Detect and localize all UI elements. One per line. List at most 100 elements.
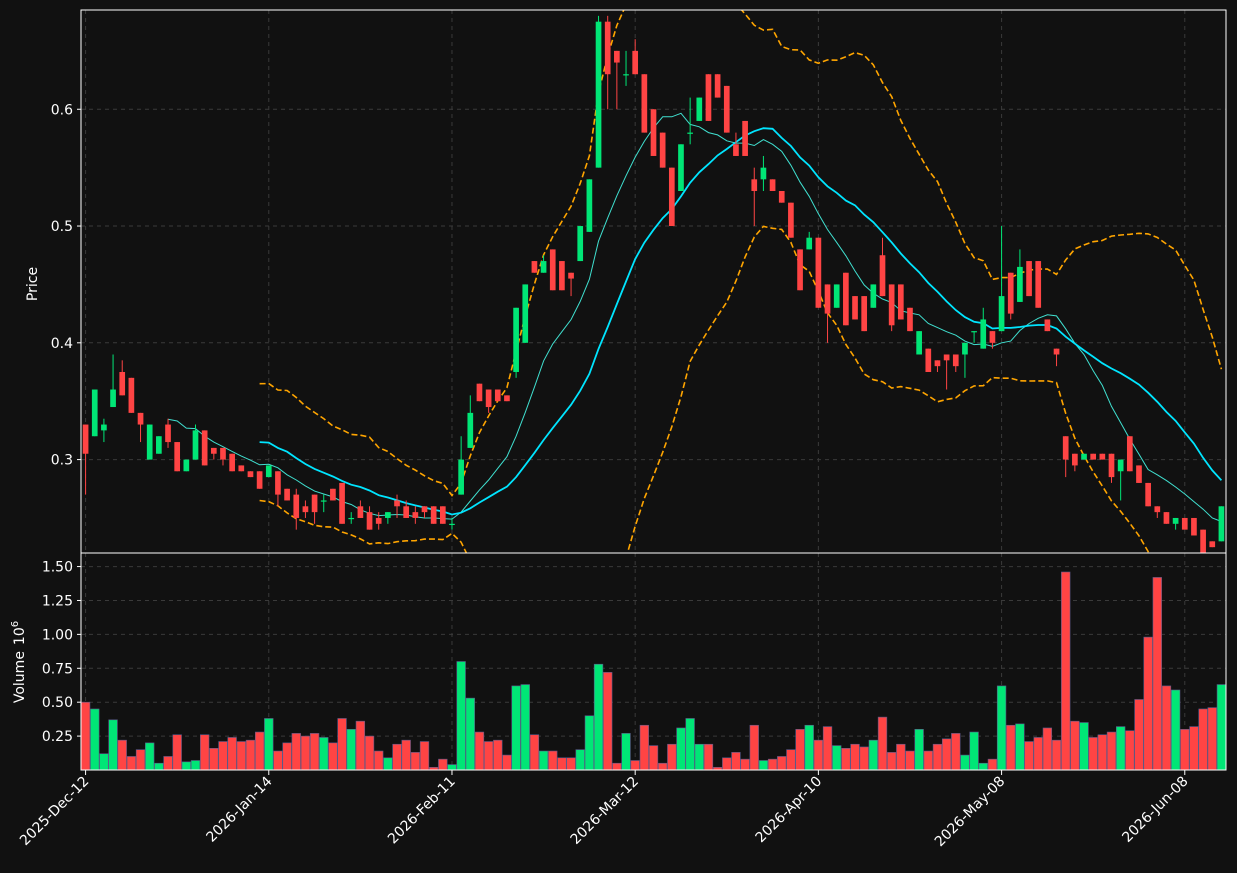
candle-body — [586, 179, 593, 232]
volume-bar — [584, 715, 595, 771]
volume-bar — [914, 729, 924, 771]
candle-body — [339, 482, 345, 524]
volume-bar — [309, 733, 320, 771]
volume-label-exponent: 6 — [10, 621, 21, 627]
candle-body — [311, 494, 318, 513]
candle-body — [1007, 272, 1014, 314]
volume-bar — [90, 708, 100, 771]
candle-body — [1108, 453, 1115, 478]
candle-body — [201, 430, 208, 466]
volume-bar — [694, 743, 704, 771]
candle-body — [815, 237, 822, 308]
candle-body — [256, 471, 263, 489]
volume-bar — [438, 758, 448, 771]
candle-body — [330, 488, 336, 501]
volume-bar — [960, 754, 970, 771]
candle-body — [192, 430, 199, 460]
candle-body — [577, 226, 584, 262]
price-y-axis-label: Price — [25, 267, 41, 301]
candle-body — [971, 331, 977, 333]
volume-bar — [474, 731, 485, 771]
volume-bar — [465, 697, 475, 771]
candle-body — [916, 331, 922, 355]
volume-bar — [145, 742, 155, 771]
volume-tick-label: 0.50 — [42, 695, 73, 711]
candle-body — [476, 383, 483, 402]
candle-body — [91, 389, 98, 437]
volume-bar — [703, 743, 714, 771]
candle-body — [110, 389, 116, 408]
candle-body — [394, 500, 400, 507]
candle-body — [467, 412, 474, 448]
volume-bar — [575, 749, 585, 771]
candle-body — [623, 74, 629, 76]
volume-bar — [1189, 726, 1199, 771]
volume-bar — [932, 743, 943, 771]
volume-bar — [813, 739, 824, 771]
volume-bar — [1015, 723, 1025, 771]
volume-bar — [731, 752, 741, 771]
candle-body — [824, 284, 831, 314]
candle-body — [760, 167, 767, 180]
candle-body — [1090, 453, 1097, 460]
candle-body — [421, 506, 428, 513]
volume-label-text: Volume — [12, 651, 28, 703]
volume-bar — [722, 757, 732, 771]
volume-bar — [767, 758, 778, 771]
volume-bar — [630, 760, 640, 771]
volume-bar — [135, 749, 146, 771]
ma-slow-line — [259, 127, 1223, 516]
volume-bar — [383, 757, 393, 771]
volume-bar — [401, 739, 411, 771]
volume-bar — [923, 750, 933, 771]
volume-bar — [1116, 726, 1126, 771]
volume-bar — [987, 758, 998, 771]
candle-body — [1126, 436, 1133, 472]
candle-body — [247, 471, 254, 478]
candle-body — [531, 261, 538, 273]
volume-bar — [117, 739, 127, 771]
volume-bar — [1051, 739, 1062, 771]
volume-bar — [896, 743, 906, 771]
candle-body — [357, 506, 364, 518]
volume-bar — [364, 735, 375, 771]
volume-bar — [648, 745, 659, 771]
candle-body — [220, 447, 226, 460]
candle-body — [843, 272, 849, 326]
volume-bar — [1180, 729, 1190, 771]
volume-bar — [786, 749, 796, 771]
volume-bar — [676, 727, 686, 771]
volume-bar — [154, 762, 164, 771]
volume-bar — [566, 757, 576, 771]
volume-bar — [80, 701, 91, 771]
volume-bar — [1024, 741, 1034, 771]
candle-body — [641, 74, 648, 133]
volume-bar — [1134, 699, 1144, 771]
volume-bar — [667, 743, 677, 771]
volume-bar — [1033, 737, 1043, 771]
candle-body — [1026, 261, 1032, 297]
volume-bar — [877, 716, 888, 771]
candle-body — [137, 412, 144, 425]
candle-body — [1062, 436, 1069, 460]
volume-bar — [300, 735, 311, 771]
volume-bar — [612, 762, 622, 771]
volume-bar — [227, 737, 237, 771]
candle-body — [897, 284, 904, 320]
candle-body — [229, 453, 235, 472]
volume-bar — [218, 741, 228, 771]
candle-body — [705, 74, 712, 121]
volume-bar — [538, 750, 549, 771]
volume-bar — [245, 739, 256, 771]
volume-bar — [1207, 707, 1217, 771]
candle-body — [82, 424, 89, 454]
volume-bar — [328, 742, 338, 771]
candle-body — [1209, 541, 1216, 548]
volume-bar — [951, 733, 961, 771]
candle-body — [1017, 266, 1023, 302]
candle-body — [275, 471, 281, 495]
volume-bar — [905, 750, 915, 771]
candle-body — [549, 249, 556, 291]
candle-body — [668, 167, 675, 227]
volume-bar — [529, 734, 540, 771]
